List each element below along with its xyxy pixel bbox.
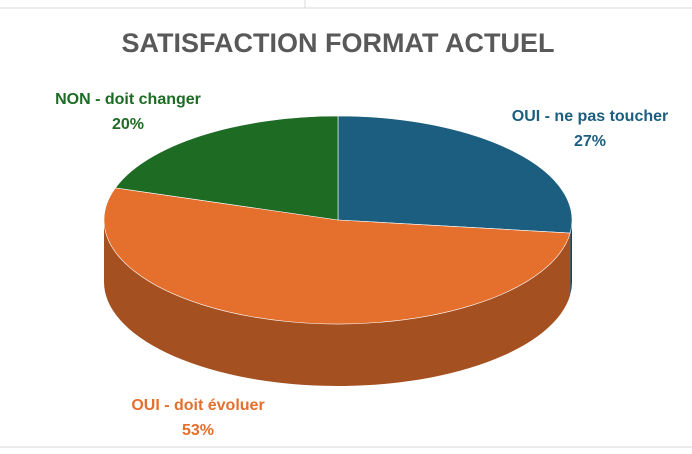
data-label-name: NON - doit changer: [55, 91, 201, 108]
slice: [114, 115, 339, 221]
data-label-value: 53%: [182, 422, 214, 439]
slice: [337, 115, 573, 234]
slice-side: [570, 220, 572, 296]
slice-side: [103, 220, 571, 387]
data-label-value: 20%: [112, 116, 144, 133]
data-label-name: OUI - doit évoluer: [131, 397, 264, 414]
data-label-name: OUI - ne pas toucher: [512, 108, 668, 125]
slice: [103, 187, 571, 325]
chart-title: SATISFACTION FORMAT ACTUEL: [122, 28, 555, 58]
data-label-value: 27%: [574, 133, 606, 150]
